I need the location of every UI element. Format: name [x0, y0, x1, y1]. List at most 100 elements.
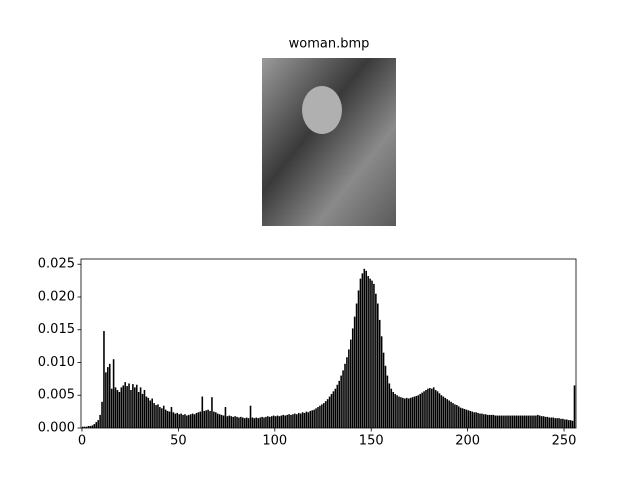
bar: [398, 396, 400, 428]
bar: [243, 418, 246, 428]
bar: [508, 415, 510, 428]
bar: [500, 415, 502, 428]
bar: [363, 268, 366, 428]
bar: [382, 352, 385, 428]
bar: [276, 415, 279, 428]
bar: [373, 283, 375, 428]
bar: [450, 401, 452, 428]
bar: [511, 415, 514, 428]
bar: [475, 412, 477, 428]
bar: [438, 393, 441, 428]
bar: [193, 414, 196, 428]
bar: [215, 412, 217, 428]
bar: [396, 395, 398, 428]
bar: [251, 417, 254, 428]
bar: [313, 409, 315, 428]
bar: [469, 410, 472, 428]
bar: [280, 415, 283, 428]
bar: [216, 413, 219, 428]
bar: [211, 397, 213, 428]
bar: [197, 412, 200, 428]
bar: [504, 415, 506, 428]
bar: [234, 416, 236, 428]
bar: [161, 408, 163, 428]
bar: [137, 391, 140, 428]
bar: [350, 339, 352, 428]
bar: [91, 425, 94, 428]
bar: [411, 397, 414, 428]
bar: [564, 419, 566, 428]
bar: [288, 414, 290, 428]
bar: [546, 416, 549, 428]
bar: [442, 396, 445, 428]
bar: [103, 331, 105, 428]
bar: [430, 388, 433, 428]
bar: [128, 383, 130, 428]
bar: [407, 398, 410, 428]
y-tick-label: 0.005: [38, 388, 75, 403]
bar: [361, 273, 364, 428]
bar: [309, 410, 312, 428]
bar: [132, 384, 134, 428]
bar: [324, 401, 327, 428]
image: [262, 58, 396, 226]
bar: [461, 408, 464, 428]
bar: [130, 390, 132, 428]
y-tick-label: 0.025: [38, 257, 75, 272]
bar: [344, 363, 346, 428]
bar: [182, 414, 184, 428]
bar: [297, 412, 300, 428]
bar: [380, 336, 383, 428]
bar: [87, 426, 90, 428]
bar: [89, 426, 92, 428]
image-face: [302, 86, 342, 134]
image-title: woman.bmp: [289, 37, 370, 52]
bar: [189, 414, 192, 428]
bar: [484, 414, 487, 428]
bar: [228, 415, 231, 428]
bar: [159, 407, 161, 428]
bar: [108, 363, 111, 428]
x-tick-label: 250: [552, 434, 577, 449]
bar: [95, 422, 98, 428]
bar: [265, 416, 267, 428]
bar: [457, 406, 460, 428]
bar: [440, 395, 443, 428]
bar: [537, 414, 539, 428]
bar: [452, 403, 454, 428]
bar: [409, 397, 412, 428]
bar: [459, 407, 462, 428]
bar: [290, 414, 292, 428]
bar: [542, 416, 545, 428]
bar: [164, 409, 167, 428]
bar: [444, 397, 447, 428]
bar: [465, 409, 468, 428]
bar: [296, 414, 298, 428]
bar: [376, 303, 379, 428]
bar: [247, 418, 250, 428]
plot-frame: [80, 258, 577, 429]
bar: [415, 395, 418, 428]
bar: [267, 416, 269, 428]
bar: [429, 388, 431, 428]
bar: [432, 387, 435, 428]
bar: [569, 420, 572, 428]
bar: [261, 416, 263, 428]
bar: [419, 393, 421, 428]
bar: [346, 357, 348, 428]
bar: [245, 417, 248, 428]
bar: [232, 416, 234, 428]
bar: [242, 417, 244, 428]
bar: [99, 414, 101, 428]
bar: [375, 293, 377, 428]
bar: [463, 409, 466, 428]
bar: [371, 280, 373, 428]
bar: [249, 405, 252, 428]
bar: [105, 372, 107, 428]
bar: [498, 415, 501, 428]
bar: [270, 416, 273, 428]
bar: [315, 408, 317, 428]
bar: [496, 415, 499, 428]
bar: [157, 404, 159, 428]
